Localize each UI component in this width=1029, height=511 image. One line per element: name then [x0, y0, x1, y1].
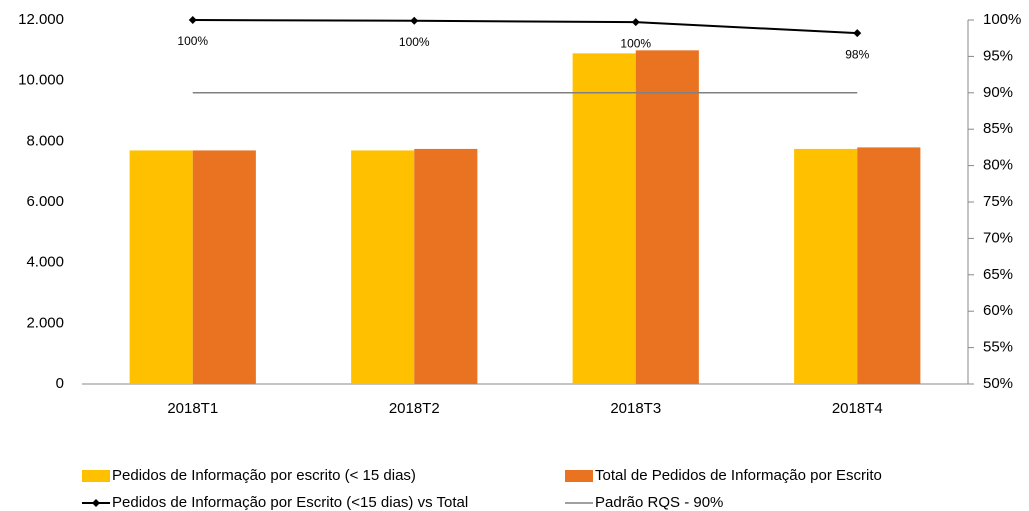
y2-tick-label: 65% — [983, 266, 1013, 283]
legend-swatch — [82, 470, 110, 482]
line — [192, 19, 858, 35]
data-label: 98% — [845, 47, 869, 61]
y2-tick-label: 70% — [983, 229, 1013, 246]
x-tick-label: 2018T4 — [832, 400, 883, 417]
y-tick-label: 8.000 — [26, 132, 64, 149]
y2-tick-label: 100% — [983, 11, 1021, 28]
y-tick-label: 2.000 — [26, 314, 64, 331]
y2-tick-label: 55% — [983, 339, 1013, 356]
y2-tick-label: 90% — [983, 84, 1013, 101]
data-label: 100% — [620, 36, 651, 50]
line-marker — [853, 29, 862, 38]
x-tick-label: 2018T1 — [167, 400, 218, 417]
legend-label: Pedidos de Informação por Escrito (<15 d… — [112, 494, 468, 511]
legend-label: Total de Pedidos de Informação por Escri… — [595, 467, 882, 484]
line-marker — [188, 16, 197, 24]
bar — [635, 50, 699, 384]
legend-label: Padrão RQS - 90% — [595, 494, 723, 511]
data-label: 100% — [177, 34, 208, 48]
legend-swatch — [565, 470, 593, 482]
y-tick-label: 0 — [56, 375, 64, 392]
line-marker — [631, 18, 640, 27]
legend-marker — [92, 499, 100, 507]
x-tick-label: 2018T2 — [389, 400, 440, 417]
data-label: 100% — [399, 35, 430, 49]
legend-label: Pedidos de Informação por escrito (< 15 … — [112, 467, 416, 484]
y2-tick-label: 95% — [983, 47, 1013, 64]
y2-tick-label: 60% — [983, 302, 1013, 319]
bar — [414, 148, 478, 384]
x-tick-label: 2018T3 — [610, 400, 661, 417]
bar — [572, 53, 636, 384]
y-tick-label: 6.000 — [26, 193, 64, 210]
line-marker — [410, 16, 419, 25]
bar — [192, 150, 256, 384]
bar — [857, 147, 921, 384]
y2-tick-label: 80% — [983, 157, 1013, 174]
y2-tick-label: 50% — [983, 375, 1013, 392]
bar — [351, 150, 415, 384]
y-tick-label: 12.000 — [18, 11, 64, 28]
y-tick-label: 4.000 — [26, 254, 64, 271]
bar — [794, 148, 858, 384]
y2-tick-label: 75% — [983, 193, 1013, 210]
bar — [129, 150, 193, 384]
y2-tick-label: 85% — [983, 120, 1013, 137]
y-tick-label: 10.000 — [18, 72, 64, 89]
